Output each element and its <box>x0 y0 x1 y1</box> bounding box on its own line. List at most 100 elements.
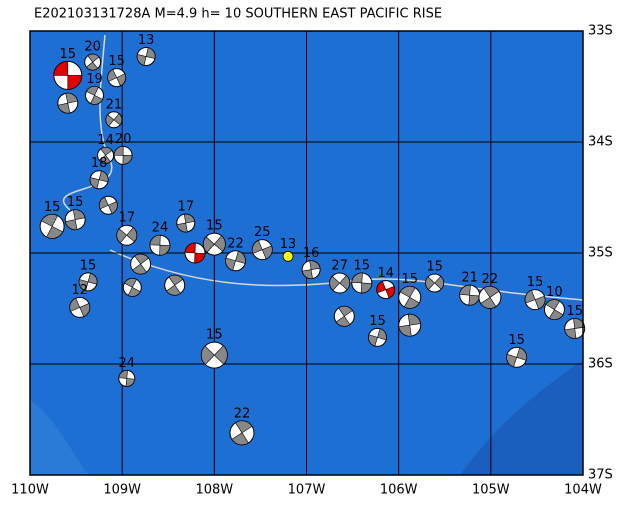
beachball-quadrant <box>72 209 86 221</box>
x-tick-label: 104W <box>564 483 602 498</box>
beachball-quadrant <box>329 275 341 291</box>
depth-label: 18 <box>91 156 108 171</box>
beachball <box>57 92 79 114</box>
depth-label: 24 <box>152 221 169 236</box>
beachball-quadrant <box>480 296 497 309</box>
beachball-quadrant <box>98 154 111 164</box>
beachball-quadrant <box>116 73 126 87</box>
beachball-quadrant <box>524 289 536 304</box>
beachball-quadrant <box>376 280 387 294</box>
beachball-quadrant <box>98 170 109 183</box>
beachball-quadrant <box>118 370 128 379</box>
beachball-quadrant <box>87 272 98 285</box>
beachball <box>78 272 98 292</box>
beachball-quadrant <box>125 378 136 387</box>
beachball-quadrant <box>87 53 100 63</box>
beachball-quadrant <box>335 315 351 327</box>
depth-label: 15 <box>108 54 125 69</box>
beachball-quadrant <box>127 287 141 297</box>
beachball <box>251 239 273 261</box>
map-title: E202103131728A M=4.9 h= 10 SOUTHERN EAST… <box>34 7 442 22</box>
beachball-quadrant <box>194 252 206 264</box>
y-tick-label: 33S <box>588 24 613 39</box>
beachball <box>459 284 481 306</box>
beachball-quadrant <box>309 260 321 270</box>
shallow-ocean <box>30 400 90 475</box>
beachball <box>229 420 255 446</box>
beachball <box>176 213 196 233</box>
beachball-quadrant <box>79 303 91 317</box>
beachball <box>53 60 83 90</box>
beachball-quadrant <box>377 328 387 341</box>
beachball <box>69 296 91 318</box>
depth-label: 15 <box>508 333 525 348</box>
beachball <box>184 242 206 264</box>
depth-label: 15 <box>566 304 583 319</box>
beachball-quadrant <box>235 250 246 264</box>
beachball <box>85 85 105 105</box>
beachball-quadrant <box>113 146 124 156</box>
beachball <box>543 299 565 321</box>
beachball <box>524 289 546 311</box>
beachball-quadrant <box>145 47 156 59</box>
beachball-quadrant <box>573 318 585 329</box>
beachball <box>398 313 422 337</box>
depth-label: 22 <box>227 236 244 251</box>
beachball-quadrant <box>116 228 128 244</box>
beachball-quadrant <box>100 147 113 156</box>
depth-label: 15 <box>527 275 544 290</box>
beachball-quadrant <box>136 54 147 66</box>
beachball-quadrant <box>69 297 81 312</box>
depth-label: 20 <box>84 40 101 55</box>
depth-label: 15 <box>206 219 223 234</box>
beachball-quadrant <box>90 94 103 105</box>
depth-label: 12 <box>71 283 88 298</box>
beachball-quadrant <box>338 306 353 317</box>
beachball-quadrant <box>360 282 373 294</box>
beachball-quadrant <box>368 334 378 347</box>
beachball <box>282 250 294 262</box>
beachball-quadrant <box>506 353 518 368</box>
beachball <box>113 145 133 165</box>
beachball-quadrant <box>201 345 215 365</box>
y-tick-label: 34S <box>588 135 613 150</box>
x-tick-label: 106W <box>380 483 418 498</box>
beachball <box>225 250 247 272</box>
depth-label: 21 <box>106 97 123 112</box>
beachball <box>105 111 123 129</box>
beachball <box>130 253 152 275</box>
beachball-quadrant <box>184 242 196 254</box>
beachball <box>425 273 445 293</box>
beachball-quadrant <box>176 222 188 233</box>
beachball-quadrant <box>132 263 147 275</box>
beachball-quadrant <box>516 347 527 361</box>
beachball <box>89 170 109 190</box>
beachball <box>118 369 136 387</box>
beachball <box>333 305 355 327</box>
x-tick-label: 110W <box>11 483 49 498</box>
depth-label: 16 <box>303 246 320 261</box>
beachball-quadrant <box>122 155 133 165</box>
beachball-quadrant <box>107 69 118 82</box>
beachball-quadrant <box>159 244 171 256</box>
beachball-quadrant <box>483 286 500 298</box>
beachball-quadrant <box>53 61 69 76</box>
beachball-quadrant <box>213 345 228 365</box>
beachball <box>116 224 138 246</box>
depth-label: 15 <box>426 259 443 274</box>
beachball-quadrant <box>399 286 416 298</box>
x-tick-label: 105W <box>472 483 510 498</box>
beachball <box>98 195 118 215</box>
x-tick-label: 109W <box>103 483 141 498</box>
beachball-quadrant <box>548 309 564 320</box>
beachball-quadrant <box>425 276 436 290</box>
beachball-quadrant <box>149 234 161 246</box>
beachball <box>367 327 387 347</box>
beachball-quadrant <box>534 295 546 310</box>
beachball-quadrant <box>183 213 195 224</box>
depth-label: 15 <box>369 314 386 329</box>
beachball-quadrant <box>107 201 118 214</box>
depth-label: 22 <box>234 406 251 421</box>
depth-label: 15 <box>206 328 223 343</box>
